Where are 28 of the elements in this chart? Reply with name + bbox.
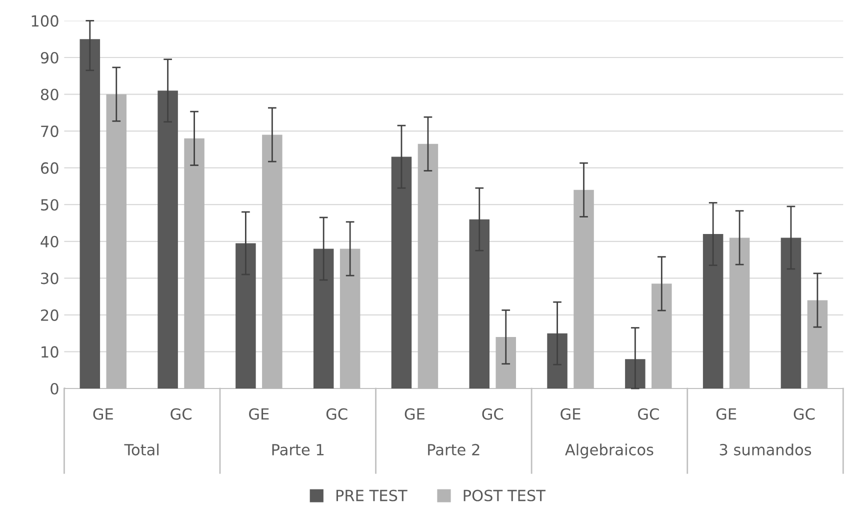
y-tick-label: 100 <box>32 15 58 27</box>
text: Algebraicos <box>565 444 654 458</box>
x-tick-label: GC <box>482 408 504 420</box>
y-tick-label: 30 <box>41 272 58 284</box>
x-tick-label: GC <box>638 408 659 420</box>
y-tick-label: 50 <box>41 199 58 211</box>
y-tick-label: 0 <box>50 382 58 395</box>
text: 3 sumandos <box>720 444 812 456</box>
x-tick-label: GE <box>560 408 580 420</box>
y-tick-label: 80 <box>40 88 58 100</box>
y-tick-label: 20 <box>41 309 58 321</box>
text: Total <box>124 444 159 456</box>
legend-label: PRE TEST <box>336 490 408 502</box>
y-tick-label: 70 <box>41 126 58 138</box>
y-tick-label: 10 <box>42 346 58 358</box>
x-tick-label: GE <box>249 408 269 420</box>
y-tick-label: 40 <box>40 236 58 248</box>
x-tick-label: GC <box>326 408 348 420</box>
text: Parte 2 <box>428 444 480 456</box>
x-tick-label: GE <box>93 408 113 420</box>
x-tick-label: GE <box>404 408 424 420</box>
y-tick-label: 60 <box>40 162 58 174</box>
x-tick-label: GE <box>716 408 736 420</box>
x-tick-label: GC <box>794 408 815 420</box>
y-tick-label: 90 <box>40 52 58 64</box>
legend-label: POST TEST <box>464 490 546 502</box>
text: Parte 1 <box>272 444 324 456</box>
x-tick-label: GC <box>170 408 192 420</box>
